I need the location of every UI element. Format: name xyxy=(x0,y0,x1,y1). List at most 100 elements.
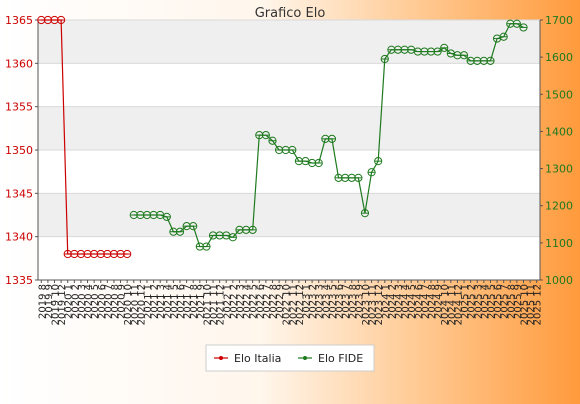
x-tick-label: 2021 7 xyxy=(183,284,194,319)
x-tick-label: 2020 6 xyxy=(97,284,108,319)
x-tick-label: 2025 9 xyxy=(513,284,524,319)
x-tick-label: 2020 2 xyxy=(70,284,81,319)
x-tick-label: 2020 1 xyxy=(64,284,75,319)
right-tick-label: 1400 xyxy=(545,125,573,138)
x-tick-label: 2020 5 xyxy=(90,284,101,319)
left-tick-label: 1360 xyxy=(5,57,33,70)
legend: Elo Italia Elo FIDE xyxy=(205,344,375,372)
x-tick-label: 2021 3 xyxy=(156,284,167,319)
x-tick-label: 2024 2 xyxy=(387,284,398,319)
legend-label-elo-fide: Elo FIDE xyxy=(318,352,363,365)
x-tick-label: 2019 12 xyxy=(57,284,68,325)
x-tick-label: 2019 10 xyxy=(51,284,62,325)
x-tick-label: 2020 3 xyxy=(77,284,88,319)
x-tick-label: 2023 10 xyxy=(361,284,372,325)
x-tick-label: 2020 12 xyxy=(136,284,147,325)
x-tick-label: 2022 12 xyxy=(295,284,306,325)
x-tick-label: 2024 9 xyxy=(434,284,445,319)
x-tick-label: 2025 10 xyxy=(519,284,530,325)
legend-marker-elo-fide xyxy=(303,356,307,360)
x-tick-label: 2020 9 xyxy=(117,284,128,319)
x-tick-label: 2024 6 xyxy=(414,284,425,319)
x-tick-label: 2025 4 xyxy=(480,284,491,319)
left-axis-ticks: 1335 1340 1345 1350 1355 1360 1365 xyxy=(5,14,38,287)
x-tick-label: 2023 7 xyxy=(341,284,352,319)
x-tick-label: 2019 8 xyxy=(37,284,48,319)
x-tick-label: 2022 8 xyxy=(268,284,279,319)
x-tick-label: 2023 4 xyxy=(321,284,332,319)
x-tick-label: 2019 9 xyxy=(44,284,55,319)
x-tick-label: 2022 4 xyxy=(242,284,253,319)
x-tick-label: 2025 6 xyxy=(493,284,504,319)
x-tick-label: 2024 10 xyxy=(440,284,451,325)
left-tick-label: 1355 xyxy=(5,101,33,114)
x-tick-label: 2025 8 xyxy=(506,284,517,319)
x-tick-label: 2023 2 xyxy=(308,284,319,319)
x-tick-label: 2022 6 xyxy=(255,284,266,319)
x-tick-label: 2021 10 xyxy=(202,284,213,325)
x-tick-label: 2024 7 xyxy=(420,284,431,319)
x-tick-label: 2025 3 xyxy=(473,284,484,319)
left-tick-label: 1365 xyxy=(5,14,33,27)
x-tick-label: 2021 11 xyxy=(209,284,220,325)
x-tick-label: 2020 8 xyxy=(110,284,121,319)
legend-label-elo-italia: Elo Italia xyxy=(234,352,281,365)
x-tick-label: 2020 10 xyxy=(123,284,134,325)
x-tick-label: 2020 7 xyxy=(103,284,114,319)
x-tick-label: 2025 11 xyxy=(526,284,537,325)
x-tick-label: 2020 4 xyxy=(84,284,95,319)
left-tick-label: 1345 xyxy=(5,187,33,200)
right-tick-label: 1000 xyxy=(545,274,573,287)
x-tick-label: 2024 4 xyxy=(401,284,412,319)
x-tick-label: 2021 5 xyxy=(169,284,180,319)
legend-marker-elo-italia xyxy=(219,356,223,360)
x-tick-label: 2022 5 xyxy=(249,284,260,319)
x-tick-label: 2022 3 xyxy=(235,284,246,319)
right-tick-label: 1300 xyxy=(545,163,573,176)
x-tick-label: 2025 12 xyxy=(533,284,544,325)
x-tick-label: 2023 12 xyxy=(374,284,385,325)
right-tick-label: 1700 xyxy=(545,14,573,27)
x-tick-label: 2021 12 xyxy=(216,284,227,325)
x-tick-label: 2022 1 xyxy=(222,284,233,319)
x-tick-label: 2024 3 xyxy=(394,284,405,319)
x-tick-label: 2023 11 xyxy=(368,284,379,325)
x-tick-label: 2025 1 xyxy=(460,284,471,319)
x-tick-label: 2025 5 xyxy=(486,284,497,319)
x-tick-label: 2022 7 xyxy=(262,284,273,319)
x-tick-label: 2022 2 xyxy=(229,284,240,319)
series-layer xyxy=(37,15,528,259)
x-tick-label: 2023 1 xyxy=(302,284,313,319)
x-tick-label: 2023 6 xyxy=(335,284,346,319)
right-axis-ticks: 1000 1100 1200 1300 1400 1500 1600 1700 xyxy=(540,14,573,287)
x-tick-label: 2022 9 xyxy=(275,284,286,319)
x-tick-label: 2025 2 xyxy=(467,284,478,319)
chart-title: Grafico Elo xyxy=(255,6,326,21)
x-tick-label: 2024 8 xyxy=(427,284,438,319)
x-tick-label: 2021 8 xyxy=(189,284,200,319)
x-tick-label: 2024 5 xyxy=(407,284,418,319)
x-tick-label: 2021 9 xyxy=(196,284,207,319)
x-tick-label: 2024 11 xyxy=(447,284,458,325)
right-tick-label: 1500 xyxy=(545,88,573,101)
x-tick-label: 2022 10 xyxy=(282,284,293,325)
series-elo-fide xyxy=(129,19,528,251)
plot-band xyxy=(38,20,540,64)
plot-band xyxy=(38,106,540,150)
series-elo-italia xyxy=(37,15,132,259)
left-tick-label: 1350 xyxy=(5,144,33,157)
x-tick-label: 2023 3 xyxy=(315,284,326,319)
x-tick-label: 2024 1 xyxy=(381,284,392,319)
x-tick-label: 2024 12 xyxy=(453,284,464,325)
left-tick-label: 1335 xyxy=(5,274,33,287)
x-tick-label: 2020 11 xyxy=(130,284,141,325)
x-tick-label: 2021 6 xyxy=(176,284,187,319)
left-tick-label: 1340 xyxy=(5,231,33,244)
right-tick-label: 1600 xyxy=(545,51,573,64)
legend-box xyxy=(205,344,375,372)
x-tick-label: 2021 1 xyxy=(143,284,154,319)
x-tick-label: 2023 9 xyxy=(354,284,365,319)
plot-band xyxy=(38,193,540,237)
